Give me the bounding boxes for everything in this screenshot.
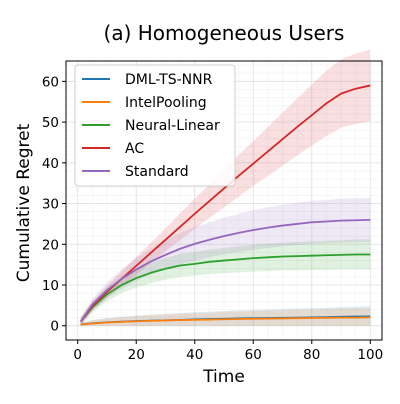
line-standard (79, 218, 371, 323)
y-tick-label: 50 (42, 115, 59, 131)
y-tick-label: 60 (42, 74, 59, 90)
x-axis-label: Time (202, 367, 245, 387)
y-tick-label: 10 (42, 278, 59, 294)
x-tick-label: 20 (128, 347, 145, 363)
x-tick-label: 60 (245, 347, 262, 363)
y-tick-label: 0 (50, 319, 59, 335)
y-axis-label: Cumulative Regret (14, 123, 34, 282)
legend: DML-TS-NNR IntelPooling Neural-Linear AC… (74, 64, 236, 187)
legend-box (74, 64, 236, 187)
y-tick-label: 40 (42, 156, 59, 172)
chart-title: (a) Homogeneous Users (104, 21, 345, 45)
x-tick-label: 40 (186, 347, 203, 363)
legend-label-standard: Standard (125, 164, 189, 180)
y-tick-label: 30 (42, 197, 59, 213)
line-intelpooling (80, 316, 371, 326)
legend-label-dml-ts-nnr: DML-TS-NNR (125, 72, 213, 88)
legend-label-neural-linear: Neural-Linear (125, 118, 220, 134)
y-tick-label: 20 (42, 237, 59, 253)
line-neural-linear (79, 253, 371, 323)
x-tick-label: 80 (303, 347, 320, 363)
legend-label-ac: AC (125, 141, 144, 157)
line-ac (79, 84, 371, 323)
band-neural-linear (80, 239, 371, 326)
axis-ticks: 0 20 40 60 80 100 0 10 20 30 40 50 60 (42, 74, 383, 363)
x-tick-label: 100 (357, 347, 383, 363)
x-tick-label: 0 (73, 347, 82, 363)
plot-frame (65, 60, 383, 341)
legend-label-intelpooling: IntelPooling (125, 95, 207, 111)
series-lines (79, 84, 371, 326)
band-standard (80, 197, 371, 326)
